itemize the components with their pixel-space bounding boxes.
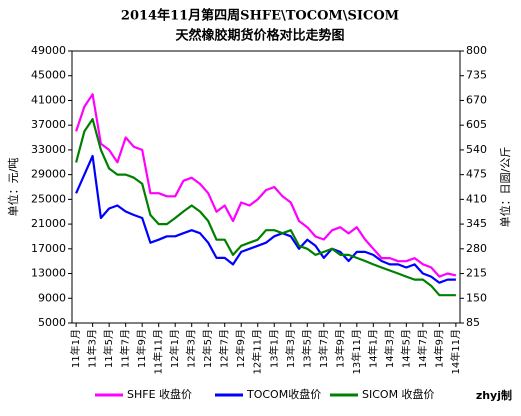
- x-tick-label: 11年5月: [102, 329, 115, 368]
- series-line: [75, 118, 456, 297]
- y-tick-label: 17000: [31, 242, 66, 255]
- y-axis-label: 单位：元/吨: [6, 158, 20, 217]
- legend-label: TOCOM收盘价: [246, 387, 321, 401]
- x-tick-label: 13年1月: [267, 329, 280, 368]
- x-tick-label: 12年11月: [251, 329, 264, 374]
- y2-tick-label: 605: [466, 118, 487, 131]
- x-tick-label: 12年5月: [201, 329, 214, 368]
- y-tick-label: 33000: [31, 143, 66, 156]
- x-tick-label: 11年3月: [86, 329, 99, 368]
- y2-tick-label: 410: [466, 192, 487, 205]
- y2-tick-label: 475: [466, 168, 487, 181]
- y-tick-label: 9000: [38, 291, 66, 304]
- y2-tick-label: 800: [466, 44, 487, 57]
- x-tick-label: 13年9月: [333, 329, 346, 368]
- chart-subtitle: 天然橡胶期货价格对比走势图: [175, 28, 344, 44]
- y2-tick-label: 670: [466, 93, 487, 106]
- y2-axis-label: 单位：日圆/公斤: [498, 147, 512, 228]
- x-tick-label: 14年3月: [383, 329, 396, 368]
- y2-tick-label: 215: [466, 267, 487, 280]
- x-tick-label: 14年7月: [416, 329, 429, 368]
- x-tick-label: 13年11月: [350, 329, 363, 374]
- y-tick-label: 21000: [31, 217, 66, 230]
- y-tick-label: 13000: [31, 267, 66, 280]
- x-tick-label: 13年7月: [317, 329, 330, 368]
- x-tick-label: 14年9月: [432, 329, 445, 368]
- y2-tick-label: 540: [466, 143, 487, 156]
- x-tick-label: 13年5月: [300, 329, 313, 368]
- y-tick-label: 5000: [38, 316, 66, 329]
- x-tick-label: 14年1月: [366, 329, 379, 368]
- x-tick-label: 11年1月: [69, 329, 82, 368]
- y-tick-label: 45000: [31, 69, 66, 82]
- y2-tick-label: 735: [466, 69, 487, 82]
- y-tick-label: 29000: [31, 168, 66, 181]
- x-tick-label: 11年7月: [119, 329, 132, 368]
- y-tick-label: 25000: [31, 192, 66, 205]
- series-line: [75, 154, 456, 284]
- y2-tick-label: 345: [466, 217, 487, 230]
- plot-frame: [71, 50, 461, 324]
- y2-tick-label: 280: [466, 242, 487, 255]
- x-tick-label: 13年3月: [284, 329, 297, 368]
- series-line: [75, 93, 457, 278]
- y-tick-label: 37000: [31, 118, 66, 131]
- legend-label: SHFE 收盘价: [127, 387, 192, 401]
- x-tick-label: 14年5月: [399, 329, 412, 368]
- x-tick-label: 12年1月: [168, 329, 181, 368]
- y-tick-label: 41000: [31, 93, 66, 106]
- x-tick-label: 11年9月: [135, 329, 148, 368]
- legend-label: SICOM 收盘价: [362, 387, 435, 401]
- x-tick-label: 12年9月: [234, 329, 247, 368]
- x-tick-label: 14年11月: [449, 329, 462, 374]
- y-tick-label: 49000: [31, 44, 66, 57]
- x-tick-label: 12年3月: [185, 329, 198, 368]
- x-tick-label: 11年11月: [152, 329, 165, 374]
- credit: zhyj制: [476, 388, 512, 402]
- x-tick-label: 12年7月: [218, 329, 231, 368]
- chart-title: 2014年11月第四周SHFE\TOCOM\SICOM: [121, 8, 399, 24]
- y2-tick-label: 150: [466, 291, 487, 304]
- y2-tick-label: 85: [466, 316, 480, 329]
